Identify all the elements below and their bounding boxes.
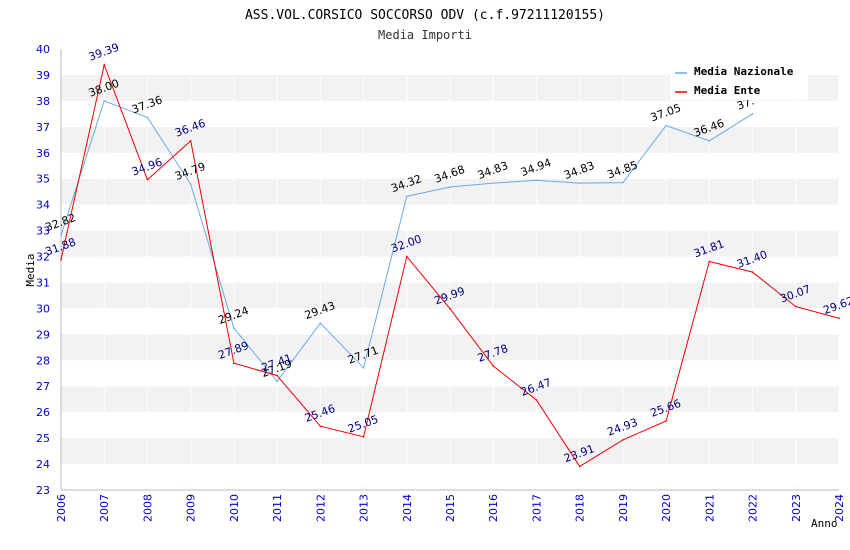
data-point-media-nazionale — [60, 234, 62, 237]
y-tick-label: 25 — [36, 432, 50, 445]
series-lines — [60, 63, 840, 468]
data-point-media-nazionale — [405, 195, 408, 198]
data-point-media-nazionale — [103, 100, 106, 102]
x-tick-label: 2016 — [487, 494, 500, 522]
chart-title: ASS.VOL.CORSICO SOCCORSO ODV (c.f.972111… — [245, 8, 605, 23]
data-point-media-ente — [578, 465, 581, 468]
data-point-media-nazionale — [233, 327, 235, 329]
x-tick-label: 2008 — [141, 494, 154, 522]
data-point-media-nazionale — [362, 367, 365, 369]
y-tick-label: 31 — [36, 276, 50, 289]
x-tick-label: 2018 — [574, 494, 587, 522]
y-tick-label: 40 — [36, 43, 50, 56]
data-point-media-nazionale — [319, 322, 322, 324]
x-tick-label: 2019 — [617, 494, 630, 522]
y-axis-ticks: 23 24 25 26 27 28 29 30 31 32 33 34 35 36 37 38 39 40 — [36, 43, 50, 497]
legend-label-media-nazionale: Media Nazionale — [694, 65, 794, 78]
x-tick-label: 2006 — [55, 494, 68, 522]
data-point-media-ente — [492, 365, 495, 367]
y-tick-label: 24 — [36, 458, 50, 471]
x-tick-label: 2009 — [185, 494, 198, 522]
y-tick-label: 27 — [36, 380, 50, 393]
y-tick-label: 23 — [36, 484, 50, 497]
y-tick-label: 38 — [36, 95, 50, 108]
chart-subtitle: Media Importi — [378, 28, 472, 42]
data-point-media-nazionale — [578, 182, 581, 184]
y-tick-label: 35 — [36, 173, 50, 186]
data-point-media-ente — [362, 436, 365, 438]
y-axis-label: Media — [24, 253, 37, 286]
y-tick-label: 30 — [36, 302, 50, 315]
data-point-media-ente — [622, 439, 624, 441]
y-tick-label: 33 — [36, 225, 50, 238]
data-point-media-ente — [708, 260, 711, 263]
data-point-media-ente — [146, 178, 149, 181]
legend-box — [670, 60, 808, 100]
data-point-media-nazionale — [146, 116, 149, 119]
data-point-media-nazionale — [751, 113, 754, 115]
data-point-media-nazionale — [449, 186, 451, 188]
data-point-media-ente — [276, 374, 278, 377]
data-point-media-nazionale — [665, 124, 667, 127]
x-tick-label: 2010 — [228, 494, 241, 522]
y-tick-label: 37 — [36, 121, 50, 134]
x-tick-label: 2024 — [833, 494, 846, 522]
x-tick-label: 2023 — [790, 494, 803, 522]
data-point-media-ente — [103, 64, 106, 66]
x-tick-label: 2015 — [444, 494, 457, 522]
data-point-media-nazionale — [492, 182, 495, 184]
data-point-media-ente — [319, 425, 322, 427]
x-axis-label: Anno — [811, 517, 838, 530]
x-tick-label: 2012 — [314, 494, 327, 522]
data-point-media-nazionale — [276, 380, 278, 383]
data-point-media-ente — [60, 258, 62, 261]
grid-lines — [60, 49, 840, 490]
y-tick-label: 39 — [36, 69, 50, 82]
data-point-media-ente — [405, 255, 408, 258]
x-axis-ticks: 2006 2007 2008 2009 2010 2011 2012 2013 2014 2015… — [55, 494, 846, 522]
data-point-media-nazionale — [622, 181, 624, 184]
data-point-media-nazionale — [708, 140, 711, 142]
data-point-media-ente — [751, 271, 754, 273]
data-point-media-ente — [838, 317, 840, 320]
legend: Media Nazionale Media Ente — [670, 60, 808, 100]
y-tick-label: 32 — [36, 251, 50, 264]
data-point-media-ente — [665, 420, 667, 422]
y-tick-label: 26 — [36, 406, 50, 419]
data-point-media-ente — [233, 362, 235, 364]
legend-label-media-ente: Media Ente — [694, 84, 761, 97]
data-point-media-ente — [794, 305, 797, 308]
x-tick-label: 2017 — [530, 494, 543, 522]
x-tick-label: 2022 — [747, 494, 760, 522]
data-point-media-ente — [449, 307, 451, 310]
x-tick-label: 2011 — [271, 494, 284, 522]
data-point-media-nazionale — [189, 183, 192, 185]
y-tick-label: 34 — [36, 199, 50, 212]
data-point-media-ente — [535, 399, 538, 401]
x-tick-label: 2014 — [401, 494, 414, 522]
x-tick-label: 2021 — [703, 494, 716, 522]
y-tick-label: 36 — [36, 147, 50, 160]
x-tick-label: 2013 — [358, 494, 371, 522]
y-tick-label: 29 — [36, 328, 50, 341]
data-point-media-nazionale — [535, 179, 538, 182]
x-tick-label: 2007 — [98, 494, 111, 522]
data-point-media-ente — [189, 140, 192, 142]
x-tick-label: 2020 — [660, 494, 673, 522]
y-tick-label: 28 — [36, 354, 50, 367]
